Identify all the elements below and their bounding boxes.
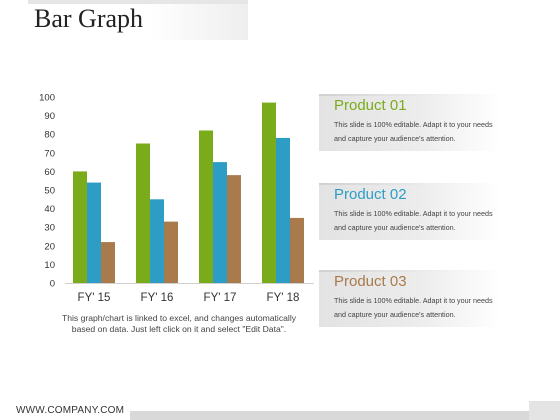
y-tick-label: 80 xyxy=(44,130,55,141)
y-tick-label: 100 xyxy=(39,93,55,104)
bar-fy16-series-2 xyxy=(150,199,164,283)
bar-fy17-series-1 xyxy=(199,130,213,283)
bar-fy16-series-1 xyxy=(136,143,150,283)
product-description: This slide is 100% editable. Adapt it to… xyxy=(334,296,493,319)
bar-fy15-series-1 xyxy=(73,171,87,283)
footer-bar xyxy=(130,411,550,420)
bar-fy15-series-2 xyxy=(87,182,101,283)
bar-fy16-series-3 xyxy=(164,221,178,283)
y-tick-label: 10 xyxy=(44,260,55,271)
y-tick-label: 20 xyxy=(44,241,55,252)
bar-fy17-series-3 xyxy=(227,175,241,283)
bars xyxy=(73,102,304,283)
y-tick-label: 60 xyxy=(44,167,55,178)
y-tick-label: 30 xyxy=(44,223,55,234)
y-tick-label: 50 xyxy=(44,186,55,197)
title-bar-edge xyxy=(28,0,248,4)
x-tick-label: FY' 17 xyxy=(204,292,237,304)
title-background-bar xyxy=(0,0,248,40)
bar-fy18-series-1 xyxy=(262,102,276,283)
footer-url: WWW.COMPANY.COM xyxy=(16,405,125,416)
product-card-3: Product 03 This slide is 100% editable. … xyxy=(319,270,500,327)
bar-fy18-series-2 xyxy=(276,137,290,283)
product-description: This slide is 100% editable. Adapt it to… xyxy=(334,209,493,232)
y-axis: 0 10 20 30 40 50 60 70 80 90 100 xyxy=(39,93,55,290)
y-tick-label: 90 xyxy=(44,111,55,122)
bar-fy18-series-3 xyxy=(290,217,304,283)
x-tick-label: FY' 16 xyxy=(141,292,174,304)
product-card-2: Product 02 This slide is 100% editable. … xyxy=(319,183,500,240)
y-tick-label: 70 xyxy=(44,148,55,159)
bar-fy17-series-2 xyxy=(213,162,227,283)
footer-end-block xyxy=(529,401,560,420)
chart-note: This graph/chart is linked to excel, and… xyxy=(61,313,297,334)
x-tick-label: FY' 15 xyxy=(78,292,111,304)
x-tick-label: FY' 18 xyxy=(267,292,300,304)
slide-title: Bar Graph xyxy=(34,4,144,33)
bar-fy15-series-3 xyxy=(101,242,115,283)
product-title: Product 03 xyxy=(334,273,407,290)
product-title: Product 01 xyxy=(334,97,407,114)
product-description: This slide is 100% editable. Adapt it to… xyxy=(334,120,493,143)
y-tick-label: 40 xyxy=(44,204,55,215)
product-title: Product 02 xyxy=(334,186,407,203)
product-card-1: Product 01 This slide is 100% editable. … xyxy=(319,94,500,151)
y-tick-label: 0 xyxy=(50,279,55,290)
x-axis: FY' 15 FY' 16 FY' 17 FY' 18 xyxy=(78,292,300,304)
